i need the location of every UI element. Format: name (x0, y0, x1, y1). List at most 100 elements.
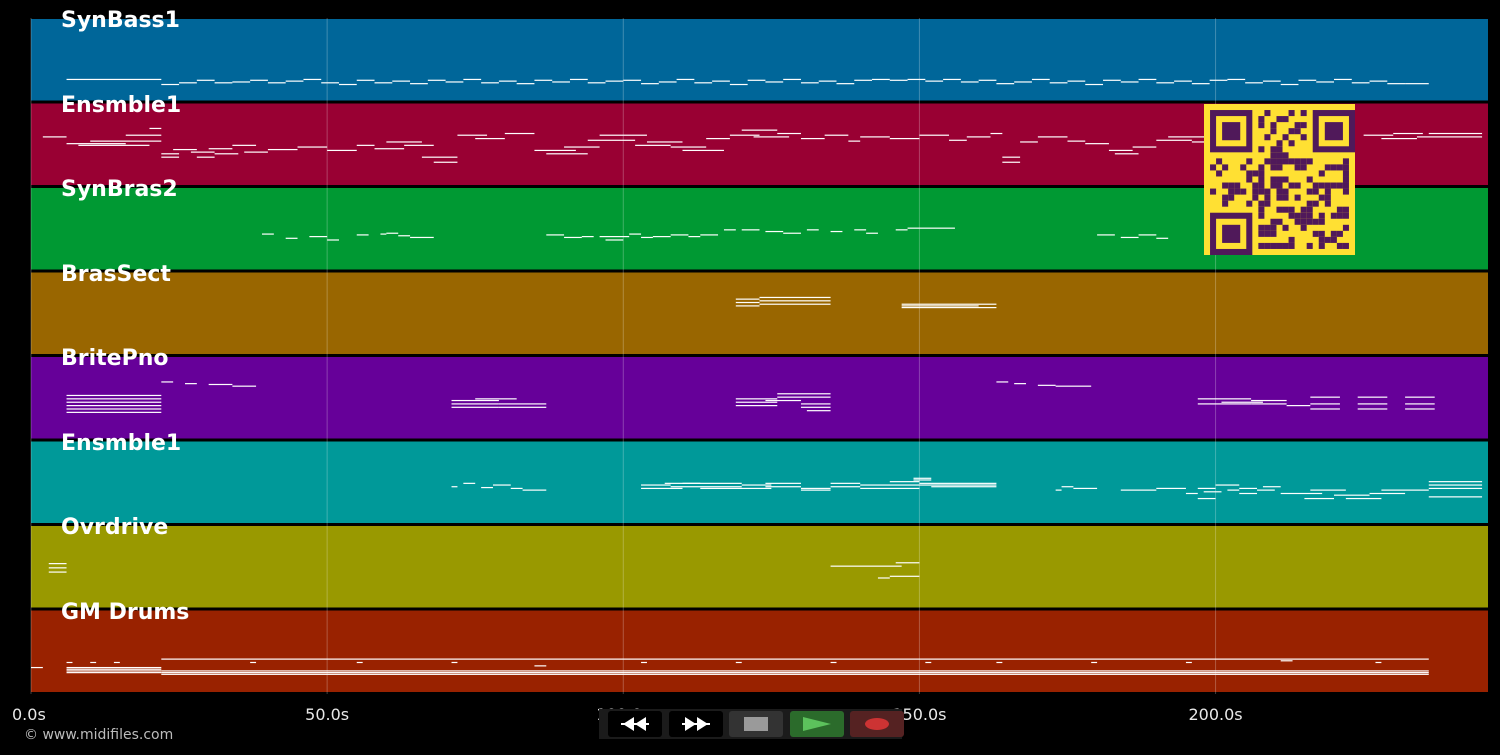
note-segment (404, 144, 434, 146)
note-segment (161, 153, 180, 155)
qr-module (1258, 188, 1265, 195)
note-segment (735, 305, 760, 307)
qr-module (1288, 236, 1295, 243)
qr-module (1270, 218, 1277, 225)
qr-module (1240, 164, 1247, 171)
note-segment (866, 232, 878, 234)
note-segment (184, 383, 197, 385)
note-segment (1185, 661, 1192, 664)
qr-module (1258, 200, 1265, 207)
note-segment (410, 236, 434, 239)
note-segment (173, 148, 197, 151)
qr-module (1288, 158, 1295, 165)
note-segment (1416, 136, 1483, 138)
qr-module (1276, 194, 1283, 201)
note-segment (451, 661, 458, 664)
note-segment (1428, 496, 1483, 498)
fast-forward-button[interactable] (669, 711, 723, 737)
note-segment (700, 234, 719, 236)
qr-module (1258, 206, 1265, 213)
qr-module (1306, 188, 1313, 195)
note-segment (895, 229, 908, 231)
qr-module (1216, 158, 1223, 165)
note-segment (1067, 140, 1086, 142)
note-segment (800, 489, 831, 491)
note-segment (1108, 149, 1133, 152)
rewind-button[interactable] (608, 711, 662, 737)
note-segment (321, 82, 339, 84)
note-segment (996, 661, 1003, 664)
qr-module (1336, 206, 1343, 213)
note-segment (427, 79, 446, 81)
note-segment (641, 484, 671, 486)
note-segment (1037, 384, 1056, 386)
note-segment (1405, 396, 1435, 398)
note-segment (783, 78, 801, 81)
note-segment (1405, 408, 1435, 410)
note-segment (48, 567, 67, 569)
note-segment (1357, 403, 1388, 405)
note-segment (1428, 484, 1483, 486)
note-segment (1381, 137, 1417, 140)
note-segment (1298, 79, 1317, 81)
qr-module (1282, 116, 1289, 123)
note-segment (682, 482, 742, 484)
qr-module (1318, 230, 1325, 237)
note-segment (889, 137, 920, 140)
qr-module (1276, 158, 1283, 165)
qr-module (1306, 176, 1313, 183)
note-segment (777, 396, 831, 398)
stop-button[interactable] (729, 711, 783, 737)
note-segment (800, 406, 831, 408)
qr-module (1270, 176, 1277, 183)
note-segment (498, 406, 547, 408)
note-segment (629, 233, 642, 235)
note-segment (765, 399, 801, 402)
note-segment (635, 144, 671, 146)
qr-module (1324, 236, 1331, 243)
note-segment (1227, 78, 1246, 81)
note-segment (652, 236, 671, 238)
qr-module (1300, 206, 1307, 213)
play-button[interactable] (790, 711, 844, 737)
note-segment (1369, 80, 1388, 82)
note-segment (1310, 403, 1340, 405)
note-segment (564, 236, 582, 239)
qr-module (1270, 122, 1277, 129)
note-segment (386, 141, 422, 143)
note-segment (208, 383, 233, 386)
note-segment (747, 79, 766, 81)
note-segment (1002, 156, 1021, 158)
qr-module (1246, 158, 1253, 165)
qr-module (1330, 236, 1337, 243)
note-segment (765, 486, 801, 488)
note-segment (735, 301, 760, 304)
note-segment (907, 78, 926, 81)
note-segment (1138, 234, 1157, 236)
qr-module (1288, 206, 1295, 213)
note-segment (1209, 79, 1228, 81)
qr-module (1294, 158, 1301, 165)
note-segment (546, 234, 565, 236)
qr-module (1228, 182, 1235, 189)
note-segment (895, 562, 920, 564)
note-segment (1103, 79, 1121, 81)
note-segment (445, 81, 464, 83)
qr-module (1282, 152, 1289, 159)
qr-module (1234, 182, 1241, 189)
qr-module (1330, 212, 1337, 219)
note-segment (676, 78, 695, 81)
note-segment (860, 487, 920, 490)
track-name: Ensmble1 (61, 430, 182, 456)
note-segment (356, 79, 375, 81)
note-segment (374, 82, 393, 84)
note-segment (66, 672, 162, 674)
record-button[interactable] (850, 711, 904, 737)
note-segment (1262, 80, 1281, 82)
qr-finder (1222, 224, 1241, 243)
track-name: SynBass1 (61, 8, 180, 33)
qr-module (1300, 158, 1307, 165)
track-name: BritePno (61, 346, 169, 371)
note-segment (190, 151, 215, 153)
note-segment (534, 665, 547, 667)
